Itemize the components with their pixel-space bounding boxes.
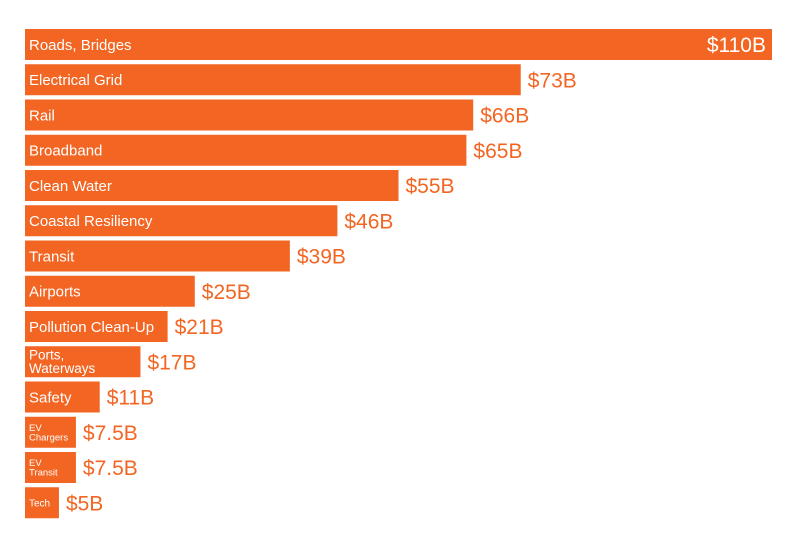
category-label-line: EV [29, 423, 42, 434]
value-label-safety: $11B [107, 387, 155, 410]
value-label-electrical-grid: $73B [528, 69, 577, 92]
category-label-pollution-clean-up: Pollution Clean-Up [29, 319, 154, 336]
category-label-roads-bridges: Roads, Bridges [29, 37, 132, 54]
category-label-safety: Safety [29, 389, 72, 406]
category-label-line: Transit [29, 468, 58, 479]
bar-coastal-resiliency [25, 205, 338, 237]
bars-group: Roads, Bridges $110B Electrical Grid $73B Ra… [25, 29, 772, 519]
value-label-ev-chargers: $7.5B [83, 422, 138, 445]
value-label-clean-water: $55B [406, 175, 455, 198]
bar-airports [25, 275, 195, 307]
category-label-transit: Transit [29, 248, 75, 265]
bar-pollution-clean-up [25, 311, 168, 342]
bar-clean-water [25, 170, 399, 201]
bar-transit [25, 240, 290, 272]
bar-safety [25, 381, 100, 413]
category-label-broadband: Broadband [29, 143, 102, 160]
category-label-ev-transit: EV Transit [29, 458, 58, 479]
bar-rail [25, 99, 474, 131]
value-label-ev-transit: $7.5B [83, 457, 138, 480]
bar-roads-bridges [25, 29, 772, 60]
value-label-ports-waterways: $17B [147, 351, 196, 374]
category-label-line: Waterways [29, 361, 96, 376]
bar-ports-waterways [25, 346, 141, 378]
bar-ev-chargers [25, 416, 76, 448]
value-label-pollution-clean-up: $21B [175, 316, 224, 339]
value-label-roads-bridges: $110B [707, 34, 766, 57]
value-label-rail: $66B [480, 105, 529, 128]
bar-tech [25, 487, 59, 519]
category-label-ev-chargers: EV Chargers [29, 423, 68, 444]
value-label-airports: $25B [202, 281, 251, 304]
category-label-ports-waterways: Ports, Waterways [29, 348, 96, 377]
value-label-coastal-resiliency: $46B [344, 210, 393, 233]
value-label-transit: $39B [297, 246, 346, 269]
category-label-line: EV [29, 458, 42, 469]
value-label-tech: $5B [66, 492, 103, 515]
category-label-tech: Tech [29, 498, 50, 509]
category-label-rail: Rail [29, 107, 55, 124]
category-label-clean-water: Clean Water [29, 178, 112, 195]
bar-broadband [25, 134, 467, 166]
category-label-electrical-grid: Electrical Grid [29, 72, 122, 89]
bar-electrical-grid [25, 64, 521, 96]
category-label-airports: Airports [29, 284, 81, 301]
category-label-coastal-resiliency: Coastal Resiliency [29, 213, 153, 230]
value-label-broadband: $65B [473, 140, 522, 163]
category-label-line: Chargers [29, 432, 68, 443]
category-label-line: Ports, [29, 348, 64, 363]
bar-ev-transit [25, 452, 76, 483]
